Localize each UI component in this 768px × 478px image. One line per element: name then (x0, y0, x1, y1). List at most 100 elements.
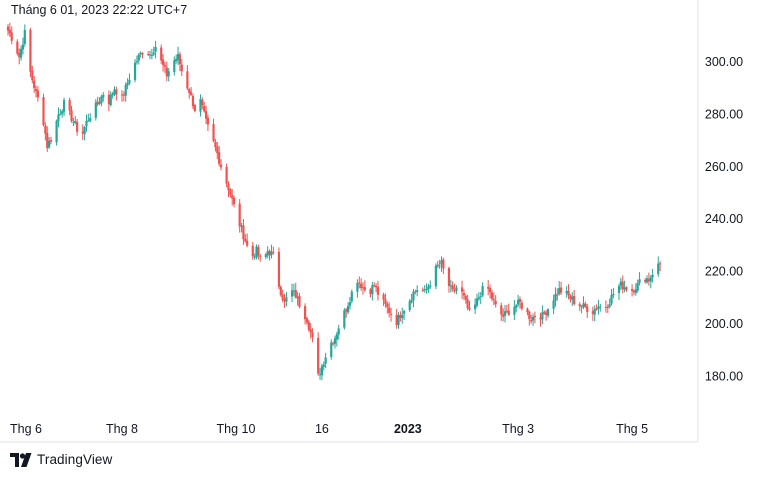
candle (586, 303, 589, 318)
candle-body (584, 303, 587, 307)
time-axis[interactable]: Thg 6 Thg 8 Thg 10 16 2023 Thg 3 Thg 5 (10, 422, 648, 436)
candle (257, 244, 260, 260)
candle-body (346, 305, 350, 313)
candle-body (322, 364, 325, 367)
candle (107, 90, 110, 112)
candle (8, 22, 11, 37)
time-tick-label: Thg 6 (10, 422, 42, 436)
candle (502, 308, 505, 322)
time-tick-label: Thg 5 (616, 422, 648, 436)
candle (490, 289, 494, 302)
candle-body (147, 54, 150, 56)
candle (188, 88, 191, 99)
candle (264, 252, 267, 260)
candle-body (617, 286, 621, 294)
candle (148, 50, 152, 60)
candle-body (333, 338, 337, 344)
candle-body (212, 124, 215, 142)
candle-body (176, 53, 180, 61)
candle-body (442, 259, 445, 269)
candle (317, 332, 320, 376)
candle-body (178, 54, 182, 65)
candle-body (503, 311, 507, 316)
candle (530, 314, 533, 324)
candle (554, 287, 557, 307)
candle-body (214, 141, 217, 148)
candle-body (305, 318, 309, 323)
candle-body (98, 102, 101, 104)
candle-body (361, 287, 365, 289)
candle (165, 61, 168, 82)
candle (102, 92, 105, 102)
candle (657, 256, 660, 277)
candle-body (107, 94, 110, 105)
candle (216, 142, 219, 160)
candle-body (36, 90, 39, 98)
tradingview-logo-icon (10, 452, 32, 467)
candle (503, 304, 507, 323)
candle-body (552, 300, 555, 309)
candle (346, 302, 350, 315)
candle (397, 312, 400, 329)
candle-body (373, 285, 376, 287)
tradingview-brand[interactable]: TradingView (10, 452, 112, 467)
time-tick-label: 16 (315, 422, 329, 436)
candle-body (487, 286, 490, 289)
candle-body (533, 316, 537, 318)
candle-body (621, 281, 624, 289)
candle (337, 324, 340, 340)
candle-body (490, 292, 494, 299)
candle (384, 293, 387, 308)
candle (330, 339, 333, 360)
candle (634, 283, 637, 296)
candle-body (23, 29, 26, 44)
candle (281, 289, 284, 303)
candle-body (335, 334, 338, 340)
candle-body (285, 297, 288, 302)
candle-body (317, 337, 320, 374)
candle (109, 91, 112, 107)
candle (193, 103, 196, 113)
candle (135, 55, 139, 65)
candle-body (96, 101, 99, 105)
candle-body (599, 306, 602, 308)
candle (242, 219, 245, 245)
candle-body (203, 106, 206, 112)
candle (296, 291, 299, 306)
candle-body (369, 289, 372, 295)
candle-body (481, 286, 484, 296)
candle-body (513, 306, 516, 315)
candle-body (412, 291, 415, 301)
candle-body (403, 311, 406, 314)
candle-body (423, 289, 426, 291)
candle (232, 195, 236, 208)
candle (507, 303, 510, 316)
candle (462, 289, 466, 300)
candle (94, 99, 97, 121)
candle-body (453, 290, 456, 292)
candle-body (438, 265, 441, 267)
candle (150, 48, 153, 60)
candle-body (10, 32, 13, 41)
candle (659, 260, 662, 272)
candle-body (468, 307, 471, 310)
candle (115, 86, 118, 101)
price-axis[interactable]: 300.00 280.00 260.00 240.00 220.00 200.00 180.… (705, 55, 743, 384)
candle (619, 277, 622, 290)
candle-body (531, 316, 535, 321)
candle (10, 26, 13, 45)
candle-body (558, 288, 561, 295)
candle-body (16, 41, 19, 54)
candle-body (21, 44, 25, 50)
candle (363, 280, 366, 293)
candle-body (137, 54, 140, 61)
candle (279, 285, 282, 297)
candle-body (440, 260, 443, 265)
candle (361, 282, 365, 295)
candle-body (429, 285, 432, 287)
candle-body (526, 308, 529, 313)
candle-body (488, 288, 492, 293)
candle-body (479, 296, 482, 298)
candle-body (150, 54, 153, 56)
